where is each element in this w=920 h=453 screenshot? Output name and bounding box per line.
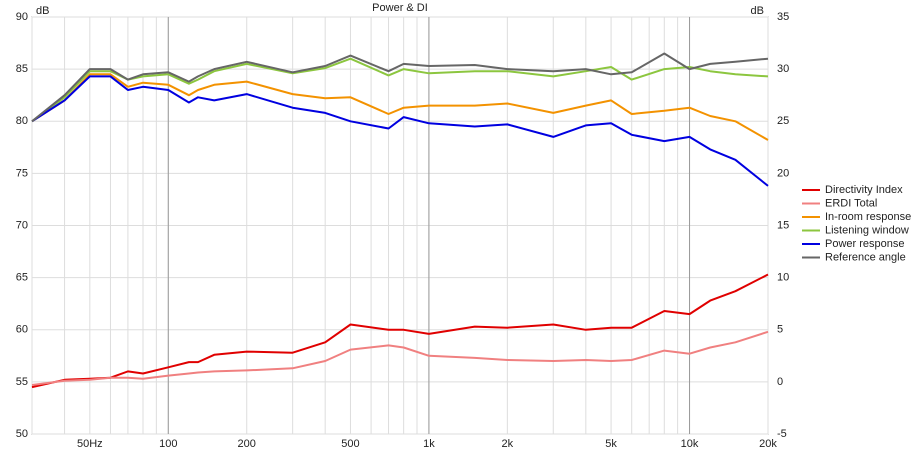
series-line: [31, 330, 769, 386]
y-tick-label: 60: [16, 324, 28, 336]
y2-tick-label: 5: [777, 324, 783, 336]
y-tick-label: 50: [16, 428, 28, 440]
legend-label: Power response: [825, 238, 905, 250]
y-tick-label: 70: [16, 219, 28, 231]
y2-tick-label: 0: [777, 376, 783, 388]
x-tick-label: 20k: [759, 438, 777, 450]
y2-tick-label: 25: [777, 115, 789, 127]
legend-label: Listening window: [825, 224, 909, 236]
series-line: [31, 273, 769, 389]
y2-tick-label: 15: [777, 219, 789, 231]
y-tick-label: 65: [16, 272, 28, 284]
y-tick-label: 55: [16, 376, 28, 388]
series-line: [31, 52, 769, 123]
x-tick-label: 200: [238, 438, 256, 450]
y2-tick-label: 20: [777, 167, 789, 179]
legend-label: Reference angle: [825, 251, 906, 263]
series-line: [31, 73, 769, 141]
y2-tick-label: -5: [777, 428, 787, 440]
y-tick-label: 85: [16, 63, 28, 75]
x-tick-label: 5k: [605, 438, 617, 450]
x-tick-label: 1k: [423, 438, 435, 450]
legend-label: In-room response: [825, 211, 911, 223]
y2-axis-label: dB: [751, 5, 764, 17]
y-tick-label: 90: [16, 11, 28, 23]
x-tick-label: 50Hz: [77, 438, 103, 450]
y-axis-label: dB: [36, 5, 49, 17]
x-tick-label: 10k: [681, 438, 699, 450]
x-tick-label: 2k: [502, 438, 514, 450]
x-tick-label: 100: [159, 438, 177, 450]
y2-tick-label: 30: [777, 63, 789, 75]
y2-tick-label: 10: [777, 272, 789, 284]
y2-tick-label: 35: [777, 11, 789, 23]
legend-label: ERDI Total: [825, 197, 877, 209]
chart-title: Power & DI: [372, 2, 428, 14]
y-tick-label: 75: [16, 167, 28, 179]
series-line: [31, 75, 769, 187]
legend-label: Directivity Index: [825, 184, 903, 196]
y-tick-label: 80: [16, 115, 28, 127]
x-tick-label: 500: [341, 438, 359, 450]
